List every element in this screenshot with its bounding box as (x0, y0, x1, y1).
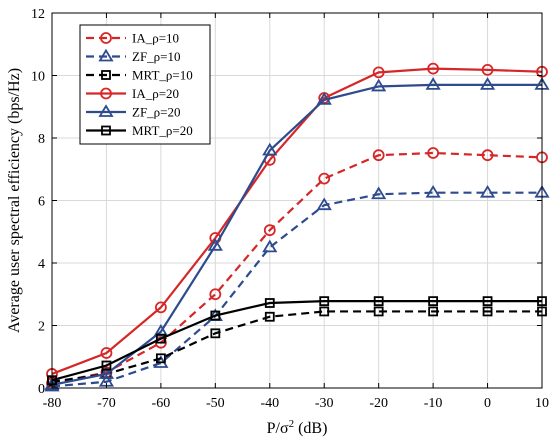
data-point (153, 324, 169, 337)
legend-marker (101, 70, 111, 80)
legend-box (79, 24, 211, 145)
data-point (372, 149, 385, 162)
series-0 (46, 147, 548, 390)
legend-label: ZF_ρ=20 (132, 105, 181, 120)
x-tick-label: 0 (484, 396, 491, 411)
x-axis-label-base: P/σ (267, 420, 289, 437)
legend-marker (101, 125, 111, 136)
data-point (262, 142, 278, 156)
data-point (98, 366, 115, 379)
series-5 (47, 296, 547, 386)
data-point (482, 296, 493, 307)
legend-entry: ZF_ρ=10 (86, 48, 181, 64)
data-point (318, 172, 331, 185)
data-point (371, 78, 387, 92)
x-tick-label: -40 (260, 396, 279, 411)
legend-entry: IA_ρ=10 (86, 31, 179, 46)
data-point (155, 333, 166, 344)
data-point (481, 149, 494, 162)
data-point (427, 62, 440, 75)
data-point (101, 360, 112, 371)
x-tick-label: -70 (97, 396, 116, 411)
series-line (51, 67, 543, 375)
legend-entry: MRT_ρ=10 (86, 68, 193, 83)
data-point (209, 288, 222, 301)
data-point (427, 147, 440, 159)
series-line (51, 191, 542, 388)
ticks: -80 -70 -60 -50 -40 -30 -20 -10 0 10 0 2 4 6 8 10 12 (31, 7, 549, 411)
legend-label: IA_ρ=10 (132, 31, 179, 46)
legend: IA_ρ=10 ZF_ρ=10 MRT_ρ=10 IA_ρ=20 ZF_ρ=20 MRT_… (79, 24, 211, 145)
data-point (263, 224, 276, 237)
data-point (372, 66, 385, 79)
series-line (51, 151, 543, 385)
x-tick-label: -30 (315, 396, 334, 411)
data-point (371, 186, 387, 200)
data-point (482, 306, 493, 317)
data-point (155, 353, 166, 364)
y-tick-label: 6 (38, 195, 45, 210)
series-3 (46, 62, 548, 380)
data-point (428, 306, 439, 317)
y-tick-label: 10 (31, 70, 45, 85)
data-point (425, 77, 441, 90)
x-tick-label: -60 (152, 396, 171, 411)
y-tick-label: 12 (31, 7, 45, 22)
legend-marker (98, 48, 114, 62)
data-point (319, 306, 330, 317)
data-point (316, 197, 332, 211)
legend-label: MRT_ρ=10 (132, 68, 193, 83)
y-tick-label: 4 (38, 257, 45, 272)
data-point (154, 301, 167, 314)
data-point (479, 77, 496, 90)
data-point (210, 310, 221, 321)
y-tick-label: 8 (38, 132, 45, 147)
data-point (207, 238, 223, 251)
data-point (210, 328, 221, 339)
data-point (316, 92, 332, 105)
y-tick-label: 0 (38, 382, 45, 397)
data-point (262, 239, 278, 253)
x-tick-label: -50 (206, 396, 225, 411)
series-line (51, 310, 542, 383)
x-axis-label-tail: (dB) (294, 420, 327, 437)
data-point (481, 63, 494, 76)
x-tick-label: -20 (369, 396, 388, 411)
legend-entry: IA_ρ=20 (86, 86, 179, 101)
series-1 (44, 184, 550, 392)
data-point (428, 296, 439, 307)
series-layer (44, 62, 550, 392)
data-point (373, 296, 384, 307)
legend-label: ZF_ρ=10 (132, 49, 181, 64)
x-axis-label: P/σ2 (dB) (267, 418, 328, 437)
data-point (319, 296, 330, 307)
data-point (479, 184, 496, 198)
y-tick-label: 2 (38, 320, 45, 335)
x-tick-label: -80 (43, 396, 62, 411)
y-axis-label: Average user spectral efficiency (bps/Hz… (6, 68, 23, 333)
legend-marker (98, 104, 114, 117)
legend-marker (100, 32, 112, 44)
legend-marker (100, 87, 112, 100)
series-line (51, 300, 542, 382)
series-2 (47, 306, 547, 387)
x-tick-label: 10 (535, 396, 549, 411)
legend-label: IA_ρ=20 (132, 86, 179, 101)
data-point (100, 347, 113, 359)
legend-entry: MRT_ρ=20 (86, 123, 193, 138)
x-axis-label-sup: 2 (289, 418, 295, 430)
x-tick-label: -10 (424, 396, 443, 411)
data-point (264, 311, 275, 322)
data-point (425, 184, 441, 198)
data-point (373, 306, 384, 317)
legend-label: MRT_ρ=20 (132, 123, 193, 138)
legend-entry: ZF_ρ=20 (86, 104, 181, 120)
data-point (264, 298, 275, 308)
